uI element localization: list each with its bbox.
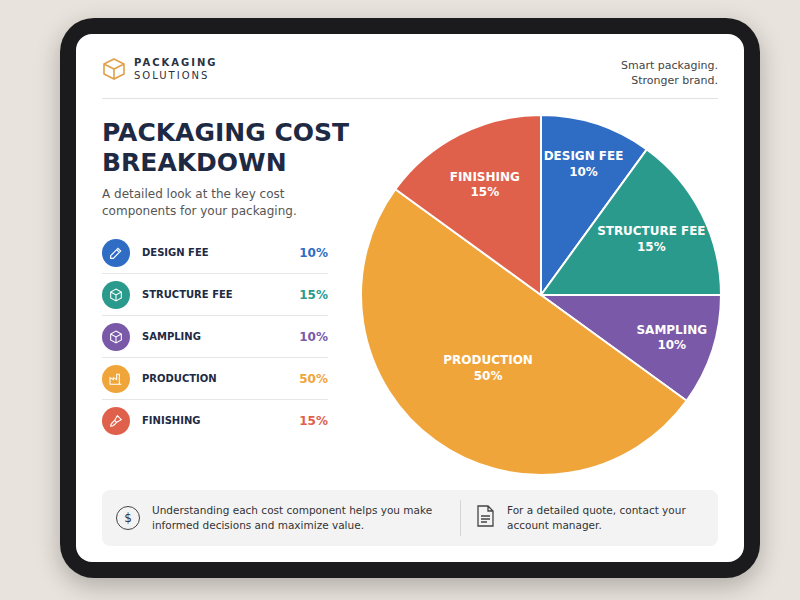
html-text:Smart packaging.: Smart packaging. xyxy=(621,59,718,72)
svg-text:PRODUCTION50%: PRODUCTION50% xyxy=(443,353,533,383)
html-text:STRUCTURE FEE: STRUCTURE FEE xyxy=(142,289,233,300)
html-text:PACKAGING COST BREAKDOWN: PACKAGING COST BREAKDOWN xyxy=(102,118,350,177)
html-text:FINISHING: FINISHING xyxy=(142,415,201,426)
svg-text:FINISHING15%: FINISHING15% xyxy=(450,170,520,200)
html-text:10%: 10% xyxy=(299,329,328,344)
svg-text:DESIGN FEE10%: DESIGN FEE10% xyxy=(544,149,624,179)
svg-text:SAMPLING10%: SAMPLING10% xyxy=(636,323,707,353)
html-text:PACKAGING: PACKAGING xyxy=(134,57,218,68)
html-text:PRODUCTION: PRODUCTION xyxy=(142,373,217,384)
html-text:A detailed look at the key cos: A detailed look at the key cost componen… xyxy=(102,187,297,218)
html-text:Understanding each cost compon: Understanding each cost component helps … xyxy=(152,504,433,531)
html-text:10%: 10% xyxy=(299,245,328,260)
html-text:For a detailed quote, contact: For a detailed quote, contact your accou… xyxy=(507,504,686,531)
html-text:15%: 15% xyxy=(299,287,328,302)
html-text:Stronger brand.: Stronger brand. xyxy=(631,74,718,87)
html-text:SOLUTIONS: SOLUTIONS xyxy=(134,70,210,81)
html-text:SAMPLING: SAMPLING xyxy=(142,331,201,342)
html-text:DESIGN FEE: DESIGN FEE xyxy=(142,247,209,258)
html-text:15%: 15% xyxy=(299,413,328,428)
svg-text:STRUCTURE FEE15%: STRUCTURE FEE15% xyxy=(597,224,705,254)
html-text:50%: 50% xyxy=(299,371,328,386)
